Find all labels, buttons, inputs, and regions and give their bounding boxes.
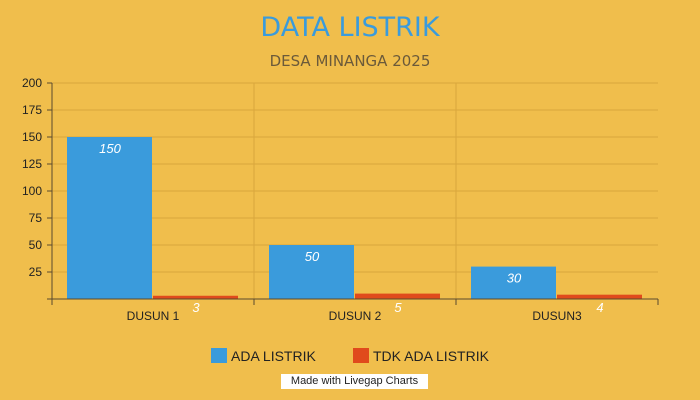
y-tick-label: 50 bbox=[29, 238, 43, 252]
legend-swatch[interactable] bbox=[211, 348, 227, 363]
x-tick-label: DUSUN3 bbox=[532, 309, 582, 323]
data-label: 3 bbox=[192, 300, 200, 315]
bar-tdk-ada-listrik[interactable] bbox=[153, 295, 238, 299]
bar-tdk-ada-listrik[interactable] bbox=[355, 293, 440, 299]
chart-subtitle: DESA MINANGA 2025 bbox=[270, 52, 431, 70]
y-tick-label: 125 bbox=[22, 157, 42, 171]
y-tick-label: 100 bbox=[22, 184, 42, 198]
data-labels: 150 3 50 5 30 4 bbox=[99, 141, 603, 315]
bar-ada-listrik[interactable] bbox=[471, 266, 556, 299]
y-tick-label: 175 bbox=[22, 103, 42, 117]
data-label: 150 bbox=[99, 141, 121, 156]
axes: 25 50 75 100 125 150 175 200 DUSUN 1 DUSUN 2 DUSUN… bbox=[22, 76, 659, 323]
bar-tdk-ada-listrik[interactable] bbox=[557, 294, 642, 299]
y-tick-label: 150 bbox=[22, 130, 42, 144]
x-tick-label: DUSUN 2 bbox=[329, 309, 382, 323]
legend-swatch[interactable] bbox=[353, 348, 369, 363]
legend-label[interactable]: TDK ADA LISTRIK bbox=[373, 348, 490, 364]
grid-lines bbox=[52, 82, 658, 299]
y-tick-label: 75 bbox=[29, 211, 43, 225]
legend: ADA LISTRIK TDK ADA LISTRIK bbox=[211, 348, 490, 364]
bars bbox=[67, 137, 642, 299]
data-label: 50 bbox=[305, 249, 320, 264]
legend-label[interactable]: ADA LISTRIK bbox=[231, 348, 316, 364]
bar-ada-listrik[interactable] bbox=[269, 245, 354, 299]
y-tick-label: 25 bbox=[29, 265, 43, 279]
data-label: 5 bbox=[394, 300, 402, 315]
x-tick-label: DUSUN 1 bbox=[127, 309, 180, 323]
y-tick-label: 200 bbox=[22, 76, 42, 90]
data-label: 4 bbox=[596, 300, 603, 315]
chart-title: DATA LISTRIK bbox=[260, 12, 440, 43]
data-label: 30 bbox=[507, 271, 522, 286]
bar-ada-listrik[interactable] bbox=[67, 137, 152, 299]
watermark[interactable]: Made with Livegap Charts bbox=[281, 374, 428, 389]
